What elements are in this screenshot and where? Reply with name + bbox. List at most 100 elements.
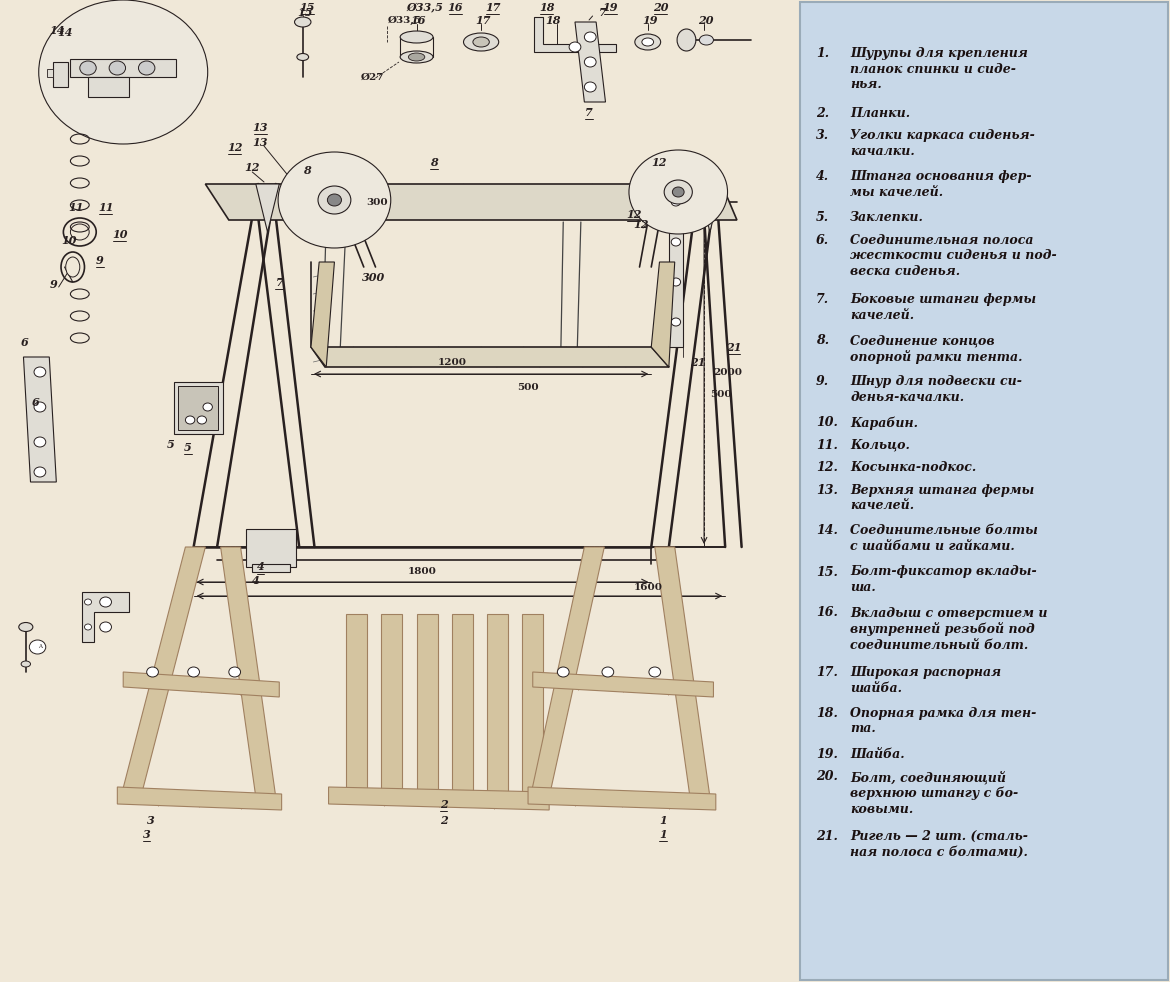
Text: 13.: 13. [815,483,838,497]
Polygon shape [522,614,543,797]
Circle shape [229,667,241,677]
Text: Ø33,5: Ø33,5 [387,16,421,25]
Circle shape [318,186,351,214]
Text: Кольцо.: Кольцо. [851,439,910,452]
Text: Планки.: Планки. [851,106,910,120]
Circle shape [278,152,391,248]
Ellipse shape [700,35,714,45]
Polygon shape [452,614,473,797]
Text: 21: 21 [690,356,706,367]
Ellipse shape [295,17,311,27]
Text: 20: 20 [653,2,668,13]
Text: Болт-фиксатор вклады-
ша.: Болт-фиксатор вклады- ша. [851,566,1037,594]
Text: Опорная рамка для тен-
та.: Опорная рамка для тен- та. [851,707,1037,736]
Text: 12: 12 [652,156,667,168]
Text: 7.: 7. [815,293,830,306]
Text: 13: 13 [253,136,268,147]
Text: 500: 500 [710,390,731,399]
Text: 6: 6 [21,337,29,348]
Text: Шнур для подвески си-
денья-качалки.: Шнур для подвески си- денья-качалки. [851,375,1023,404]
Polygon shape [346,614,367,797]
Text: 300: 300 [362,271,385,283]
Bar [669,157,683,347]
Text: 21: 21 [725,342,741,353]
Ellipse shape [677,29,696,51]
Circle shape [584,57,596,67]
Text: 19: 19 [603,2,618,13]
Text: 14.: 14. [815,524,838,537]
Text: Соединение концов
опорной рамки тента.: Соединение концов опорной рамки тента. [851,334,1023,363]
Text: 11: 11 [98,201,113,212]
Circle shape [584,32,596,42]
Text: 18: 18 [545,15,562,26]
Circle shape [34,437,46,447]
Ellipse shape [642,38,654,46]
Text: Косынка-подкос.: Косынка-подкос. [851,461,977,474]
Circle shape [328,194,342,206]
Text: 13: 13 [253,122,268,133]
Text: 14: 14 [57,27,73,37]
Circle shape [672,278,681,286]
Circle shape [99,622,111,632]
Text: 500: 500 [517,383,539,392]
Text: 10: 10 [112,229,128,240]
Bar [178,386,219,430]
Polygon shape [82,592,129,642]
Circle shape [603,667,614,677]
Polygon shape [329,787,549,810]
Polygon shape [123,672,280,697]
Text: A: A [37,644,42,649]
Text: Шайба.: Шайба. [851,748,904,761]
Polygon shape [487,614,508,797]
Text: Ригель — 2 шт. (сталь-
ная полоса с болтами).: Ригель — 2 шт. (сталь- ная полоса с болт… [851,830,1028,858]
Ellipse shape [463,33,498,51]
Polygon shape [381,614,402,797]
Polygon shape [256,184,280,232]
Polygon shape [121,547,206,797]
Text: 15: 15 [297,7,312,18]
Bar [47,69,53,77]
Text: 7: 7 [275,277,283,288]
Ellipse shape [400,31,433,43]
Text: 10.: 10. [815,416,838,429]
Text: 14: 14 [49,25,64,35]
Circle shape [187,667,199,677]
Text: 16: 16 [448,2,463,13]
Polygon shape [698,184,722,232]
Text: 2.: 2. [815,106,830,120]
Text: Соединительная полоса
жесткости сиденья и под-
веска сиденья.: Соединительная полоса жесткости сиденья … [851,234,1057,278]
Circle shape [673,187,684,197]
Circle shape [185,416,194,424]
Text: Верхняя штанга фермы
качелей.: Верхняя штанга фермы качелей. [851,483,1034,512]
Text: 300: 300 [366,197,387,206]
Polygon shape [311,347,669,367]
Text: 15: 15 [300,2,315,13]
Text: 11.: 11. [815,439,838,452]
Text: 18: 18 [539,2,555,13]
Text: 17: 17 [475,15,490,26]
Bar [253,564,290,572]
Text: 2: 2 [440,798,447,809]
Text: 4.: 4. [815,170,830,183]
Polygon shape [221,547,276,797]
Circle shape [109,61,125,75]
Circle shape [672,198,681,206]
Text: 5.: 5. [815,211,830,224]
Polygon shape [23,357,56,482]
Text: 8: 8 [431,156,438,168]
Circle shape [204,403,213,411]
Text: 12: 12 [634,219,649,230]
Polygon shape [534,17,617,52]
Ellipse shape [19,623,33,631]
Ellipse shape [297,53,309,61]
Bar [70,59,176,77]
Circle shape [34,467,46,477]
Text: 6: 6 [32,397,39,408]
Text: 1.: 1. [815,47,830,60]
Ellipse shape [635,34,661,50]
Text: 15.: 15. [815,566,838,578]
Text: 18.: 18. [815,707,838,720]
Text: 16.: 16. [815,607,838,620]
Circle shape [34,367,46,377]
Circle shape [99,597,111,607]
